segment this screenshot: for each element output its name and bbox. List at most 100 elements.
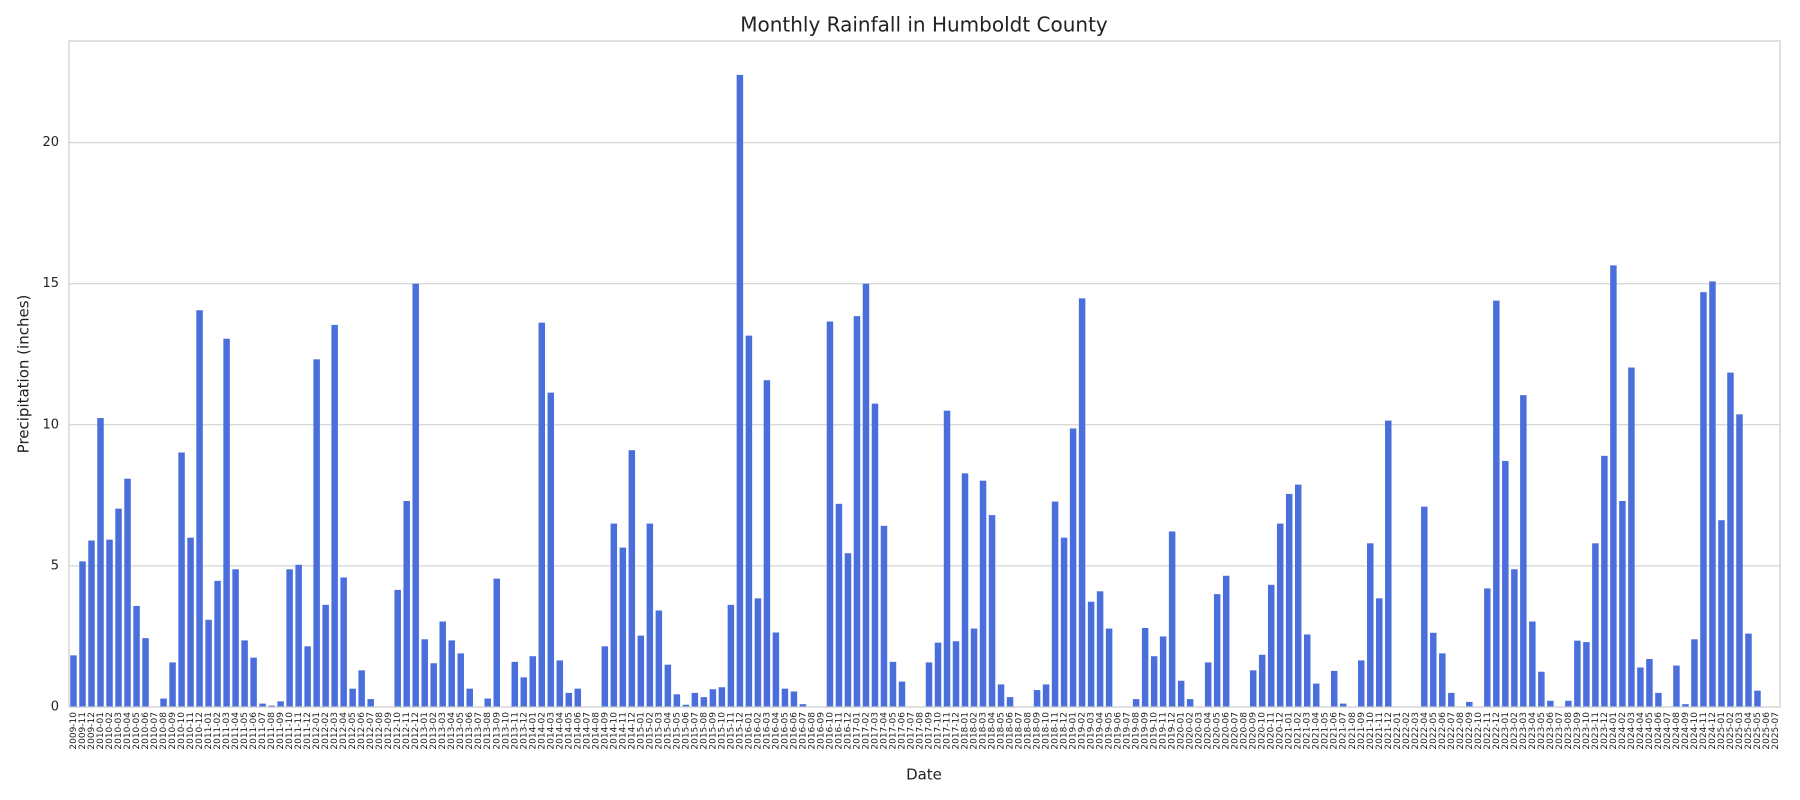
x-tick-label: 2021-05 — [1321, 712, 1331, 750]
x-tick-label: 2014-07 — [582, 712, 592, 750]
x-tick-label: 2010-08 — [159, 712, 169, 750]
x-tick-label: 2011-10 — [285, 712, 295, 750]
x-tick-label: 2025-07 — [1771, 712, 1781, 750]
bar — [943, 410, 951, 707]
x-tick-label: 2021-06 — [1330, 712, 1340, 750]
bar — [754, 598, 762, 707]
bar — [313, 359, 320, 707]
x-tick-label: 2022-09 — [1465, 712, 1475, 750]
bar — [574, 688, 582, 707]
x-tick-label: 2010-07 — [150, 712, 160, 750]
bar — [1340, 703, 1347, 707]
bar — [169, 662, 176, 707]
bar — [1294, 484, 1302, 707]
x-tick-label: 2024-09 — [1681, 712, 1691, 750]
x-tick-label: 2020-06 — [1222, 712, 1232, 750]
bar — [1727, 372, 1734, 707]
x-tick-label: 2012-10 — [393, 712, 403, 750]
bar — [403, 500, 410, 707]
x-tick-label: 2018-12 — [1060, 712, 1070, 750]
bar — [79, 561, 86, 707]
x-tick-label: 2024-08 — [1672, 712, 1682, 750]
x-tick-label: 2016-07 — [798, 712, 808, 750]
bar — [799, 704, 807, 707]
x-tick-label: 2023-12 — [1600, 712, 1610, 750]
bar — [367, 699, 374, 707]
x-tick-label: 2010-09 — [168, 712, 178, 750]
bar — [529, 656, 537, 707]
x-tick-label: 2019-02 — [1078, 712, 1088, 750]
x-tick-label: 2020-05 — [1213, 712, 1223, 750]
bar — [781, 688, 789, 707]
bar — [1330, 670, 1338, 707]
x-tick-label: 2017-01 — [852, 712, 862, 750]
x-tick-label: 2015-12 — [735, 712, 745, 750]
bar — [1078, 298, 1086, 707]
bar — [565, 692, 573, 707]
bar — [457, 653, 464, 707]
bar — [853, 316, 861, 707]
bar — [979, 480, 987, 707]
bar — [1565, 700, 1572, 707]
y-tick-label: 0 — [51, 700, 59, 715]
x-tick-label: 2019-06 — [1114, 712, 1124, 750]
x-tick-label: 2022-11 — [1483, 712, 1493, 750]
bar — [790, 691, 798, 707]
bar — [1213, 594, 1221, 707]
bar — [718, 687, 726, 707]
x-tick-label: 2013-12 — [519, 712, 529, 750]
x-tick-label: 2022-02 — [1402, 712, 1412, 750]
x-tick-label: 2016-08 — [807, 712, 817, 750]
bar — [1700, 292, 1707, 707]
bar — [619, 547, 627, 707]
bar — [223, 338, 230, 707]
bar — [133, 605, 140, 707]
bar — [745, 335, 753, 707]
bar — [241, 640, 248, 707]
x-tick-label: 2010-02 — [105, 712, 115, 750]
x-tick-label: 2021-03 — [1303, 712, 1313, 750]
bar — [70, 655, 77, 707]
x-tick-label: 2015-07 — [690, 712, 700, 750]
bar — [1285, 493, 1293, 707]
x-tick-label: 2019-01 — [1069, 712, 1079, 750]
x-tick-label: 2011-12 — [303, 712, 313, 750]
x-tick-label: 2020-12 — [1276, 712, 1286, 750]
x-tick-label: 2025-05 — [1753, 712, 1763, 750]
x-tick-label: 2012-06 — [357, 712, 367, 750]
x-tick-label: 2018-03 — [979, 712, 989, 750]
bar — [421, 639, 428, 707]
bar — [358, 670, 365, 707]
x-tick-label: 2018-02 — [970, 712, 980, 750]
x-tick-label: 2014-09 — [600, 712, 610, 750]
x-tick-label: 2013-06 — [465, 712, 475, 750]
bar — [772, 632, 780, 707]
x-tick-label: 2016-03 — [762, 712, 772, 750]
bar — [1520, 395, 1527, 707]
bar — [862, 283, 870, 707]
x-tick-label: 2024-11 — [1699, 712, 1709, 750]
bar — [1682, 704, 1689, 707]
x-tick-label: 2019-09 — [1141, 712, 1151, 750]
bar — [538, 322, 546, 707]
x-tick-label: 2010-06 — [141, 712, 151, 750]
x-tick-label: 2015-09 — [708, 712, 718, 750]
x-tick-label: 2021-12 — [1384, 712, 1394, 750]
x-tick-label: 2021-02 — [1294, 712, 1304, 750]
bar — [88, 540, 95, 707]
x-tick-label: 2012-05 — [348, 712, 358, 750]
x-tick-label: 2010-04 — [123, 712, 133, 750]
bar — [664, 664, 672, 707]
x-tick-label: 2009-11 — [78, 712, 88, 750]
x-tick-label: 2023-07 — [1555, 712, 1565, 750]
x-tick-label: 2022-08 — [1456, 712, 1466, 750]
bar — [412, 283, 419, 707]
y-axis-label: Precipitation (inches) — [15, 295, 33, 454]
x-tick-label: 2023-09 — [1573, 712, 1583, 750]
bar — [268, 705, 275, 707]
bar — [1033, 690, 1041, 707]
x-tick-label: 2012-03 — [330, 712, 340, 750]
x-tick-label: 2020-02 — [1186, 712, 1196, 750]
bar — [1105, 628, 1113, 707]
bar — [1529, 621, 1536, 707]
